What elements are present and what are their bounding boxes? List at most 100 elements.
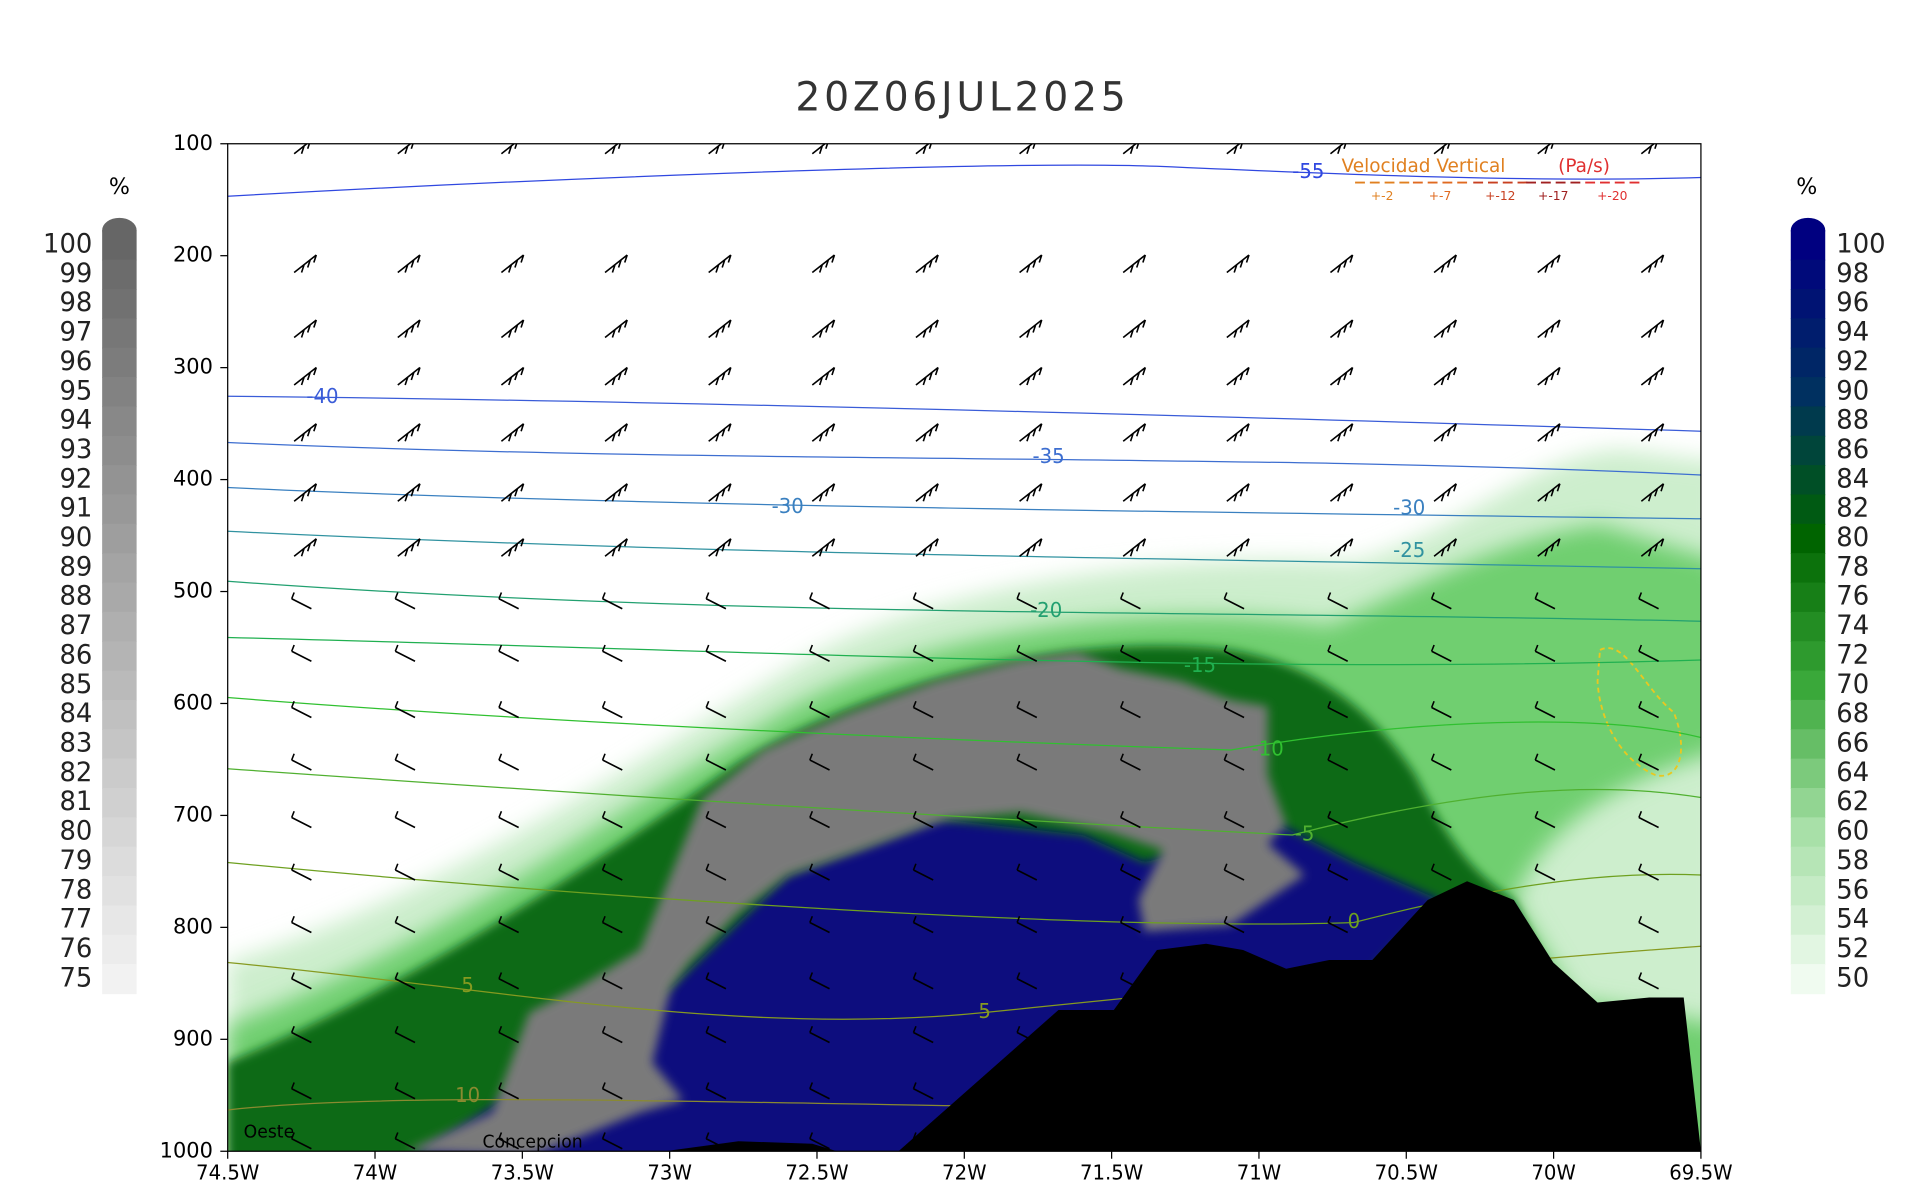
isotherm-label: -55 [1292,160,1324,183]
colorbar-tick-label: 78 [59,875,92,905]
wind-barb [290,700,312,719]
wind-barb [1122,423,1147,442]
x-tick-label: 72.5W [785,1161,848,1184]
wind-barb [601,700,623,719]
wind-barb [705,1082,727,1100]
wind-barb [1122,483,1147,502]
wind-barb [912,810,934,829]
colorbar-swatch [1790,465,1826,496]
colorbar-tick-label: 80 [1836,523,1869,553]
wind-barb [500,366,525,386]
wind-barb [1638,644,1659,662]
x-tick-label: 74W [353,1161,397,1184]
wind-barb [1223,915,1245,934]
wind-barb [601,810,623,829]
wind-barb [809,972,830,990]
colorbar-swatch [102,964,137,995]
terrain [664,881,1701,1152]
wind-barb [397,538,421,557]
colorbar-swatch [102,817,137,848]
colorbar-tick-label: 86 [59,640,92,670]
colorbar-tick-label: 86 [1836,435,1869,465]
wind-barb [498,700,520,719]
wind-barb [1122,538,1147,557]
wind-barb [290,972,312,990]
wind-barb [915,538,939,557]
wind-barb [1019,538,1043,557]
legend-label: +-20 [1597,188,1627,203]
colorbar-swatch [102,230,137,261]
wind-barb [1016,592,1038,610]
wind-barb [498,592,520,610]
colorbar-swatch [1790,318,1826,349]
wind-barb [394,1132,416,1150]
wind-barb [1638,700,1659,719]
wind-barb [705,644,727,662]
x-tick-label: 69.5W [1669,1161,1732,1184]
colorbar-tick-label: 72 [1836,640,1869,670]
colorbar-swatch [102,553,137,584]
wind-barb [397,366,421,386]
colorbar-swatch [1790,582,1826,613]
colorbar-swatch [102,758,137,789]
colorbar-swatch [102,259,137,290]
colorbar-swatch [102,729,137,760]
wind-barb [809,592,830,610]
colorbar-swatch [1790,699,1826,731]
wind-barb [1122,366,1147,386]
wind-barb [811,143,833,155]
wind-barb [397,143,419,155]
colorbar-swatch [1790,289,1826,320]
colorbar-tick-label: 66 [1836,728,1869,758]
colorbar-tick-label: 100 [43,229,92,259]
wind-barb [394,592,416,610]
colorbar-swatch [102,670,137,701]
wind-barb [500,143,522,155]
wind-barb [915,483,939,502]
wind-barb [1640,423,1665,442]
wind-barb [293,483,318,502]
colorbar-tick-label: 88 [1836,405,1869,435]
colorbar-tick-label: 83 [59,728,92,758]
wind-barb [1537,366,1561,386]
colorbar-tick-label: 95 [59,376,92,406]
wind-barb [500,254,525,274]
wind-barb [1226,483,1250,502]
wind-barb [912,972,934,990]
wind-barb [601,1132,623,1150]
colorbar-tick-label: 76 [59,934,92,964]
y-tick-label: 100 [173,130,213,155]
colorbar-swatch [102,876,137,907]
wind-barb [290,644,312,662]
wind-barb [1534,644,1556,662]
colorbar-swatch [102,611,137,642]
wind-barb [1016,753,1038,771]
isotherm-label: -30 [772,495,804,518]
colorbar-swatch [1790,787,1826,819]
wind-barb [809,700,830,719]
wind-barb [1016,644,1038,662]
wind-barb [1327,700,1349,719]
wind-barb [498,972,520,990]
wind-barb [293,254,318,274]
wind-barb [1327,810,1349,829]
wind-barb [1327,863,1349,881]
wind-barb [912,644,934,662]
colorbar-tick-label: 82 [59,758,92,788]
wind-barb [1119,753,1141,771]
wind-barb [1433,538,1458,557]
colorbar-tick-label: 87 [59,611,92,641]
wind-barb [1016,700,1038,719]
isotherm [227,486,1701,520]
wind-barb [290,1082,312,1100]
wind-barb [394,810,416,829]
wind-barb [912,1025,934,1044]
wind-barb [915,423,939,442]
wind-barb [1430,810,1452,829]
wind-barb [290,810,312,829]
wind-barb [1119,700,1141,719]
wind-barb [1329,538,1354,557]
colorbar-swatch [102,523,137,554]
wind-barb [1430,592,1452,610]
